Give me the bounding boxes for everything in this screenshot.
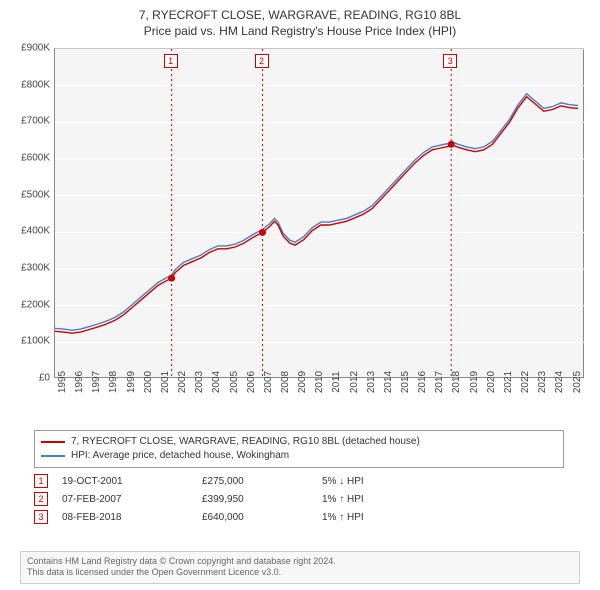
xtick-label: 2023 [537, 371, 548, 393]
xtick-label: 2004 [211, 371, 222, 393]
chart-area: 123£0£100K£200K£300K£400K£500K£600K£700K… [10, 48, 590, 418]
ytick-label: £800K [6, 79, 50, 90]
xtick-label: 2013 [366, 371, 377, 393]
xtick-label: 2002 [177, 371, 188, 393]
sale-marker-2: 2 [34, 492, 48, 506]
xtick-label: 2007 [263, 371, 274, 393]
xtick-label: 2021 [503, 371, 514, 393]
xtick-label: 2017 [434, 371, 445, 393]
sale-price-2: £399,950 [202, 494, 322, 505]
xtick-label: 2000 [143, 371, 154, 393]
ytick-label: £100K [6, 336, 50, 347]
legend-label-property: 7, RYECROFT CLOSE, WARGRAVE, READING, RG… [71, 435, 420, 449]
legend-swatch-property [41, 441, 65, 443]
ytick-label: £500K [6, 189, 50, 200]
chart-title-line1: 7, RYECROFT CLOSE, WARGRAVE, READING, RG… [0, 8, 600, 24]
legend-box: 7, RYECROFT CLOSE, WARGRAVE, READING, RG… [34, 430, 564, 468]
xtick-label: 2006 [246, 371, 257, 393]
xtick-label: 2003 [194, 371, 205, 393]
sale-price-3: £640,000 [202, 512, 322, 523]
ytick-label: £400K [6, 226, 50, 237]
chart-title-line2: Price paid vs. HM Land Registry's House … [0, 24, 600, 40]
xtick-label: 2005 [229, 371, 240, 393]
xtick-label: 2016 [417, 371, 428, 393]
chart-svg [55, 49, 585, 379]
xtick-label: 2001 [160, 371, 171, 393]
sale-date-3: 08-FEB-2018 [62, 512, 202, 523]
ytick-label: £900K [6, 43, 50, 54]
legend-row-property: 7, RYECROFT CLOSE, WARGRAVE, READING, RG… [41, 435, 557, 449]
footer-attribution: Contains HM Land Registry data © Crown c… [20, 551, 580, 584]
xtick-label: 2008 [280, 371, 291, 393]
sales-row-3: 3 08-FEB-2018 £640,000 1% ↑ HPI [34, 508, 564, 526]
sale-delta-3: 1% ↑ HPI [322, 512, 442, 523]
xtick-label: 2012 [349, 371, 360, 393]
xtick-label: 1999 [126, 371, 137, 393]
footer-line1: Contains HM Land Registry data © Crown c… [27, 556, 573, 568]
xtick-label: 2024 [554, 371, 565, 393]
sales-row-1: 1 19-OCT-2001 £275,000 5% ↓ HPI [34, 472, 564, 490]
xtick-label: 2018 [451, 371, 462, 393]
xtick-label: 2019 [469, 371, 480, 393]
sale-marker-3: 3 [34, 510, 48, 524]
ytick-label: £700K [6, 116, 50, 127]
xtick-label: 2010 [314, 371, 325, 393]
sale-date-1: 19-OCT-2001 [62, 476, 202, 487]
xtick-label: 1998 [108, 371, 119, 393]
xtick-label: 2025 [572, 371, 583, 393]
chart-sale-marker-2: 2 [255, 54, 269, 68]
sales-table: 1 19-OCT-2001 £275,000 5% ↓ HPI 2 07-FEB… [34, 472, 564, 526]
xtick-label: 1996 [74, 371, 85, 393]
chart-title-block: 7, RYECROFT CLOSE, WARGRAVE, READING, RG… [0, 0, 600, 43]
xtick-label: 2009 [297, 371, 308, 393]
legend-row-hpi: HPI: Average price, detached house, Woki… [41, 449, 557, 463]
ytick-label: £0 [6, 373, 50, 384]
ytick-label: £300K [6, 263, 50, 274]
sales-row-2: 2 07-FEB-2007 £399,950 1% ↑ HPI [34, 490, 564, 508]
sale-price-1: £275,000 [202, 476, 322, 487]
sale-marker-1: 1 [34, 474, 48, 488]
sale-delta-2: 1% ↑ HPI [322, 494, 442, 505]
xtick-label: 2022 [520, 371, 531, 393]
ytick-label: £200K [6, 299, 50, 310]
sale-date-2: 07-FEB-2007 [62, 494, 202, 505]
xtick-label: 2020 [486, 371, 497, 393]
xtick-label: 2011 [331, 371, 342, 393]
legend-label-hpi: HPI: Average price, detached house, Woki… [71, 449, 289, 463]
ytick-label: £600K [6, 153, 50, 164]
chart-sale-marker-1: 1 [164, 54, 178, 68]
legend-swatch-hpi [41, 455, 65, 457]
footer-line2: This data is licensed under the Open Gov… [27, 567, 573, 579]
sale-delta-1: 5% ↓ HPI [322, 476, 442, 487]
plot-area [54, 48, 584, 378]
xtick-label: 1995 [57, 371, 68, 393]
xtick-label: 2014 [383, 371, 394, 393]
chart-sale-marker-3: 3 [443, 54, 457, 68]
xtick-label: 2015 [400, 371, 411, 393]
xtick-label: 1997 [91, 371, 102, 393]
